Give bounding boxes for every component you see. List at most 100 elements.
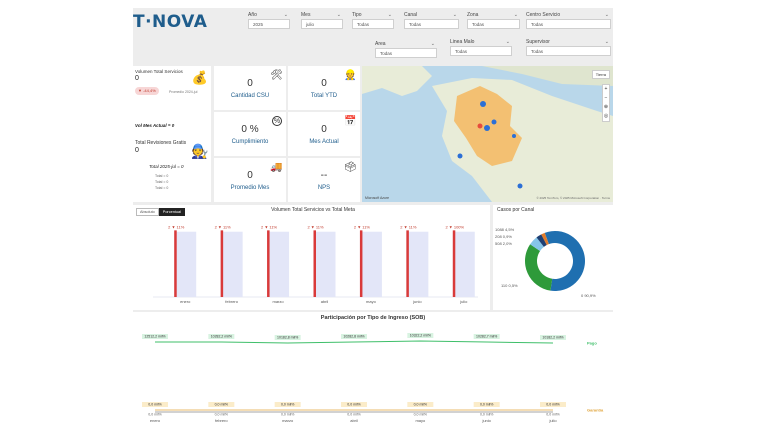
filter-year-value[interactable]: 2025 [248, 19, 290, 29]
donut-label: 110 0,5% [501, 283, 518, 288]
kpi-ytd-value: 0 [321, 78, 327, 89]
filter-type[interactable]: Tipo ⌄ Todas [352, 12, 394, 34]
data-label: 10322,2 mil% [410, 334, 431, 338]
kpi-card-avg: 🚚 0 Promedio Mes [214, 158, 286, 202]
map-zoom-controls[interactable]: + − ⊕ ◎ [602, 84, 610, 122]
actual-bar [267, 230, 270, 297]
x-tick-label: julio [459, 299, 468, 304]
data-label: 0,0 mil% [414, 413, 427, 417]
filter-line[interactable]: Linea Malo ⌄ Todas [450, 39, 512, 61]
data-label: 0,0 mil% [215, 413, 228, 417]
money-hand-icon: 💰 [191, 70, 209, 85]
volume-actual: Vol Mes Actual = 0 [135, 123, 175, 128]
filter-channel-value[interactable]: Todas [404, 19, 459, 29]
series-line [155, 340, 554, 344]
filter-channel[interactable]: Canal ⌄ Todas [404, 12, 459, 34]
data-label: 0,0 mil% [414, 403, 427, 407]
map-point[interactable] [484, 125, 490, 131]
data-label: 0,0 mil% [148, 403, 161, 407]
zoom-in-icon[interactable]: + [604, 86, 608, 92]
revisions-line-3: Total = 0 [155, 186, 169, 190]
worker-icon: 👷 [344, 70, 357, 81]
donut-slice [525, 244, 553, 291]
zoom-out-icon[interactable]: − [604, 95, 608, 101]
filter-service-center-label: Centro Servicio [526, 12, 561, 18]
filter-service-center-value[interactable]: Todas [526, 19, 611, 29]
revisions-value: 0 [135, 147, 139, 154]
filter-supervisor-value[interactable]: Todas [526, 46, 611, 56]
map-footer: © 2025 TomTom, © 2025 Microsoft Corporat… [536, 196, 610, 200]
map-style-button[interactable]: Tierra [591, 70, 610, 79]
donut-slice [544, 231, 585, 291]
data-label-bg [473, 402, 500, 407]
filter-month[interactable]: Mes ⌄ julio [301, 12, 343, 34]
meta-bar [406, 231, 429, 297]
kpi-avg-label: Promedio Mes [230, 185, 270, 191]
filter-type-value[interactable]: Todas [352, 19, 394, 29]
bar-chart: 2 ▼ 11% enero 2 ▼ 11% febrero 2 ▼ 11% marzo 2 … [153, 224, 478, 304]
map-point[interactable] [512, 134, 516, 138]
logo-text: T·NOVA [133, 12, 208, 32]
x-tick-label: mayo [366, 299, 377, 304]
chevron-down-icon: ⌄ [505, 39, 510, 45]
donut-chart: 1088 4,5% 208 0,9% 508 2,0% 110 0,5% 0 90,9% [495, 227, 596, 298]
rating-icon: 🗳 [344, 162, 357, 173]
toggle-absolute-button[interactable]: Absoluto [136, 208, 159, 216]
map-point[interactable] [477, 123, 483, 129]
meta-bar [267, 231, 290, 297]
map[interactable]: Tierra + − ⊕ ◎ Microsoft Azure © 2025 To… [362, 66, 613, 202]
data-label: 10182,8 mil% [277, 336, 298, 340]
map-land-north [362, 66, 432, 96]
filter-area[interactable]: Area ⌄ Todas [375, 41, 437, 63]
data-label-bg [142, 334, 168, 339]
filter-service-center[interactable]: Centro Servicio ⌄ Todas [526, 12, 611, 34]
filter-year[interactable]: Año ⌄ 2025 [248, 12, 290, 34]
x-tick-label: abril [321, 299, 329, 304]
donut-slice [536, 234, 547, 247]
series-name: Pago [587, 341, 597, 346]
map-attribution: Microsoft Azure [365, 196, 390, 200]
x-tick-label: enero [180, 299, 191, 304]
map-point[interactable] [457, 153, 463, 159]
x-tick-label: mayo [415, 418, 426, 423]
line-chart-title: Participación por Tipo de Ingreso (SOB) [320, 315, 426, 321]
kpi-avg-value: 0 [247, 170, 253, 181]
map-land-caribbean [482, 66, 613, 86]
kpi-compliance-label: Cumplimiento [231, 139, 269, 145]
map-point[interactable] [480, 101, 486, 107]
truck-icon: 🚚 [270, 162, 283, 173]
filter-area-value[interactable]: Todas [375, 48, 437, 58]
locate-icon[interactable]: ◎ [603, 113, 609, 119]
donut-title: Casos por Canal [497, 207, 535, 213]
actual-bar [359, 230, 363, 297]
data-label: 0,0 mil% [546, 403, 559, 407]
kpi-month-value: 0 [321, 124, 327, 135]
data-label-bg [407, 333, 434, 338]
series-name: Garantía [587, 408, 604, 413]
data-label-bg [341, 334, 367, 339]
filter-supervisor[interactable]: Supervisor ⌄ Todas [526, 39, 611, 61]
map-point[interactable] [517, 183, 523, 189]
bar-data-label: 2 ▼ 11% [354, 224, 371, 229]
filter-zone-value[interactable]: Todas [467, 19, 520, 29]
filter-zone[interactable]: Zona ⌄ Todas [467, 12, 520, 34]
data-label: 0,0 mil% [148, 413, 161, 417]
revisions-title: Total Revisiones Gratis [135, 140, 187, 146]
map-point[interactable] [491, 119, 497, 125]
kpi-compliance-value: 0 % [241, 124, 259, 135]
compass-icon[interactable]: ⊕ [603, 104, 609, 110]
data-label: 0,0 mil% [480, 403, 493, 407]
calendar-icon: 📅 [344, 116, 357, 127]
map-canvas [362, 66, 613, 202]
chevron-down-icon: ⌄ [513, 12, 518, 18]
kpi-card-nps: 🗳 -- NPS [288, 158, 360, 202]
meta-bar [359, 231, 382, 297]
kpi-ytd-label: Total YTD [310, 93, 338, 99]
donut-label: 208 0,9% [495, 234, 512, 239]
filter-month-value[interactable]: julio [301, 19, 343, 29]
x-tick-label: marzo [282, 418, 294, 423]
data-label-bg [208, 334, 235, 339]
bar-toggle: Absoluto Porcentual [136, 208, 185, 216]
filter-line-value[interactable]: Todas [450, 46, 512, 56]
toggle-percent-button[interactable]: Porcentual [158, 208, 185, 216]
